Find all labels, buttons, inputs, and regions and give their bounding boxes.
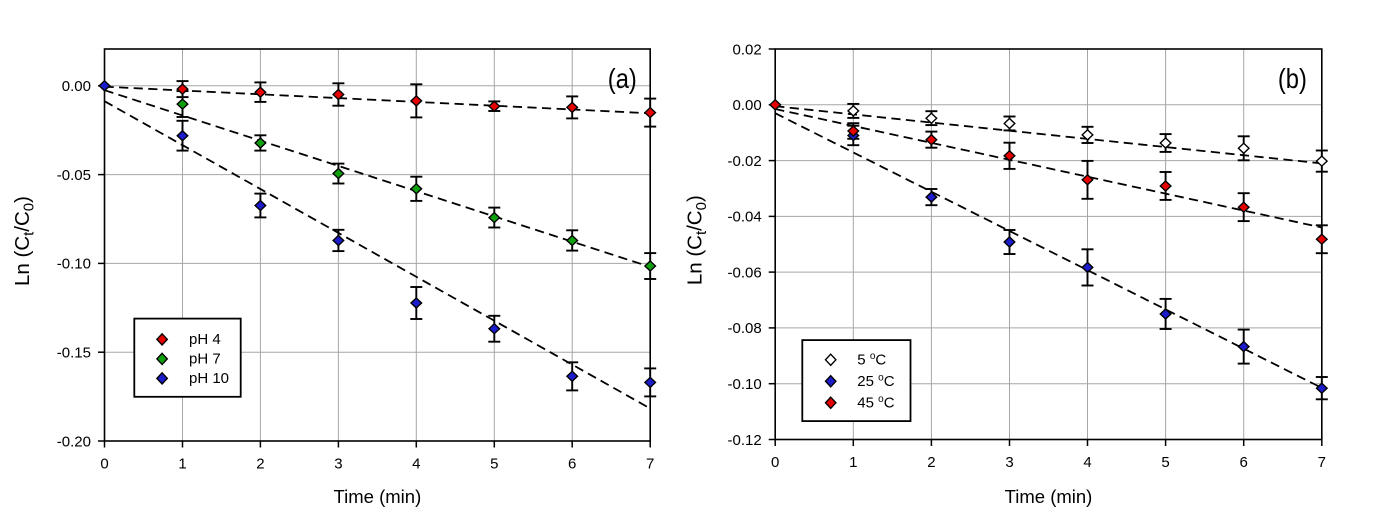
svg-text:-0.20: -0.20 — [57, 433, 91, 450]
svg-text:(b): (b) — [1278, 63, 1307, 94]
svg-text:45 oC: 45 oC — [857, 394, 894, 412]
svg-text:Time (min): Time (min) — [1005, 486, 1093, 507]
svg-text:0.00: 0.00 — [62, 78, 91, 95]
svg-text:-0.08: -0.08 — [727, 320, 761, 337]
svg-text:5: 5 — [490, 456, 498, 473]
svg-text:-0.10: -0.10 — [57, 256, 91, 273]
svg-text:0: 0 — [100, 456, 108, 473]
svg-text:6: 6 — [568, 456, 576, 473]
svg-text:3: 3 — [334, 456, 342, 473]
svg-text:1: 1 — [849, 454, 857, 471]
svg-text:3: 3 — [1005, 454, 1013, 471]
svg-text:pH 4: pH 4 — [189, 331, 221, 348]
svg-text:-0.06: -0.06 — [727, 264, 761, 281]
svg-text:Time (min): Time (min) — [334, 486, 422, 507]
svg-text:5 oC: 5 oC — [857, 351, 886, 369]
svg-text:1: 1 — [178, 456, 186, 473]
svg-text:pH 7: pH 7 — [189, 351, 221, 368]
svg-text:0: 0 — [771, 454, 779, 471]
svg-text:0.00: 0.00 — [732, 97, 761, 114]
svg-text:(a): (a) — [608, 63, 637, 94]
svg-text:4: 4 — [412, 456, 420, 473]
svg-text:-0.10: -0.10 — [727, 376, 761, 393]
svg-text:25 oC: 25 oC — [857, 372, 894, 390]
svg-text:7: 7 — [1318, 454, 1326, 471]
svg-text:6: 6 — [1240, 454, 1248, 471]
svg-text:-0.05: -0.05 — [57, 167, 91, 184]
svg-text:5: 5 — [1161, 454, 1169, 471]
svg-text:0.02: 0.02 — [732, 41, 761, 58]
svg-text:pH 10: pH 10 — [189, 370, 229, 387]
svg-text:-0.15: -0.15 — [57, 345, 91, 362]
svg-text:-0.04: -0.04 — [727, 209, 761, 226]
svg-text:-0.12: -0.12 — [727, 432, 761, 449]
svg-text:-0.02: -0.02 — [727, 153, 761, 170]
svg-text:4: 4 — [1083, 454, 1091, 471]
svg-text:7: 7 — [646, 456, 654, 473]
svg-text:2: 2 — [927, 454, 935, 471]
svg-text:2: 2 — [256, 456, 264, 473]
